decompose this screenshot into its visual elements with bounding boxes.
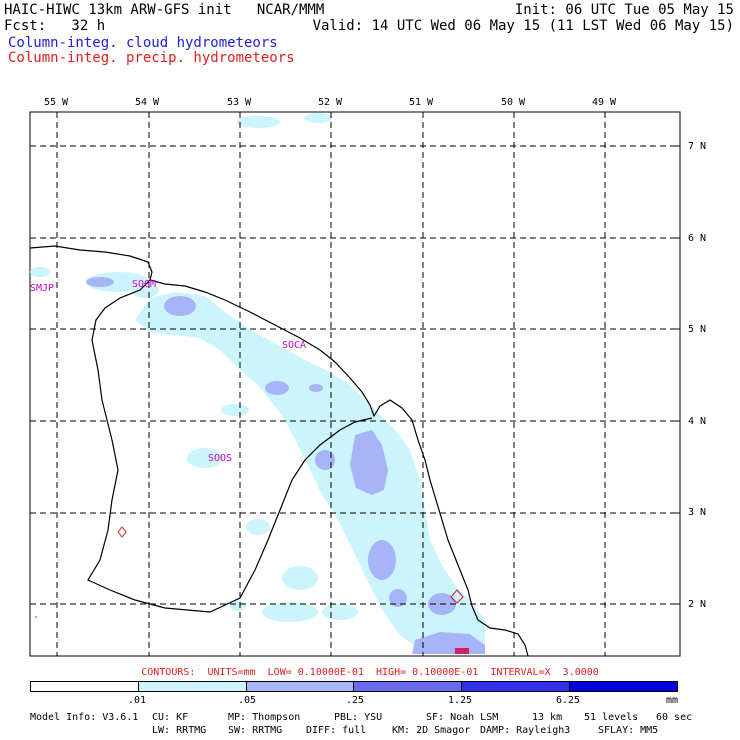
valid-time: Valid: 14 UTC Wed 06 May 15 (11 LST Wed …: [312, 18, 734, 34]
colorbar: [30, 681, 678, 692]
colorbar-label: 6.25: [556, 695, 581, 706]
frame-ticks: [672, 145, 680, 605]
field-cloud-label: Column-integ. cloud hydrometeors: [8, 35, 278, 51]
model-pbl: PBL: YSU: [334, 712, 383, 723]
lon-label: 51 W: [409, 97, 434, 108]
station-label-soca: SOCA: [282, 340, 307, 351]
station-label-smjp: SMJP: [30, 283, 55, 294]
colorbar-segment: [570, 682, 677, 691]
lat-label: 2 N: [688, 599, 707, 610]
model-levels: 51 levels: [584, 712, 639, 723]
model-info: Model Info: V3.6.1: [30, 712, 139, 723]
lat-label: 4 N: [688, 416, 707, 427]
colorbar-segment: [354, 682, 463, 691]
coastline: [29, 245, 529, 657]
field-precip-label: Column-integ. precip. hydrometeors: [8, 50, 295, 66]
model-cu: CU: KF: [152, 712, 189, 723]
lat-label: 6 N: [688, 233, 707, 244]
lon-label: 50 W: [501, 97, 526, 108]
lon-label: 53 W: [227, 97, 252, 108]
model-resolution: 13 km: [532, 712, 563, 723]
station-label-sogm: SOGM: [132, 279, 157, 290]
lat-label: 3 N: [688, 507, 707, 518]
model-timestep: 60 sec: [656, 712, 693, 723]
model-damp: DAMP: Rayleigh3: [480, 725, 571, 736]
model-km: KM: 2D Smagor: [392, 725, 471, 736]
model-sf: SF: Noah LSM: [426, 712, 499, 723]
colorbar-label: .01: [128, 695, 147, 706]
colorbar-segment: [462, 682, 571, 691]
model-diff: DIFF: full: [306, 725, 367, 736]
station-marker: [117, 526, 127, 538]
lon-label: 55 W: [44, 97, 69, 108]
model-lw: LW: RRTMG: [152, 725, 207, 736]
colorbar-segment: [138, 682, 247, 691]
colorbar-label: .05: [238, 695, 257, 706]
model-title: HAIC-HIWC 13km ARW-GFS init NCAR/MMM: [4, 2, 325, 18]
lon-label: 49 W: [592, 97, 617, 108]
colorbar-segment: [246, 682, 355, 691]
colorbar-segment: [31, 682, 139, 691]
contours-info: CONTOURS: UNITS=mm LOW= 0.10000E-01 HIGH…: [141, 667, 599, 678]
init-time: Init: 06 UTC Tue 05 May 15: [514, 2, 734, 18]
colorbar-label: .25: [346, 695, 365, 706]
station-label-soos: SOOS: [208, 453, 233, 464]
lon-label: 54 W: [135, 97, 160, 108]
model-mp: MP: Thompson: [228, 712, 301, 723]
colorbar-units: mm: [666, 695, 679, 706]
latlon-grid: [30, 112, 680, 656]
station-marker: [450, 589, 464, 604]
precip-cell: [455, 648, 469, 654]
lat-label: 7 N: [688, 141, 707, 152]
colorbar-label: 1.25: [448, 695, 473, 706]
lon-label: 52 W: [318, 97, 343, 108]
cloud-shading-medium: [86, 277, 485, 654]
model-sw: SW: RRTMG: [228, 725, 283, 736]
forecast-hour: Fcst: 32 h: [4, 18, 106, 34]
model-sflay: SFLAY: MM5: [598, 725, 659, 736]
lat-label: 5 N: [688, 324, 707, 335]
